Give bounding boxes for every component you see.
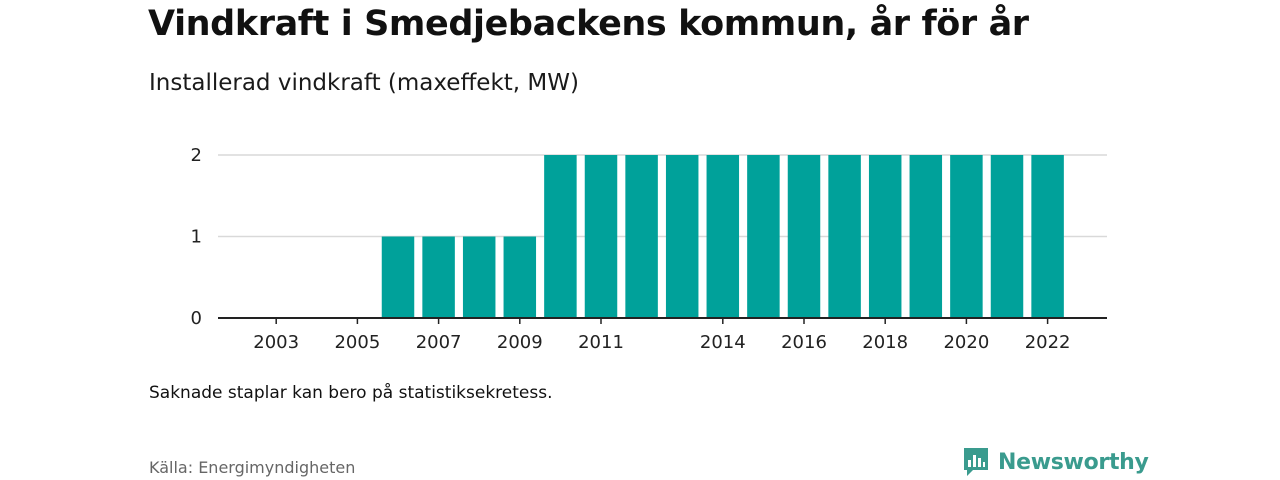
x-tick-label: 2011 [578,332,624,353]
x-tick-label: 2020 [943,332,989,353]
x-tick-label: 2009 [497,332,543,353]
bars [381,155,1064,318]
bar-2015 [747,155,780,318]
source-text: Källa: Energimyndigheten [149,458,356,477]
x-tick-label: 2018 [862,332,908,353]
bar-2008 [462,236,496,318]
y-tick-label: 2 [191,145,202,166]
x-tick-label: 2007 [416,332,462,353]
bar-2021 [990,155,1024,318]
chart-subtitle: Installerad vindkraft (maxeffekt, MW) [149,70,579,96]
bar-2020 [950,155,983,318]
y-tick-label: 1 [191,227,202,248]
bar-2022 [1031,155,1064,318]
bar-2010 [544,155,577,318]
bar-chart: 0 1 2 2003 2005 2007 2009 2011 2014 2016 2018 2020 2… [191,145,1107,353]
bar-2009 [503,236,537,318]
bar-2011 [584,155,618,318]
brand-name: Newsworthy [998,449,1149,475]
bar-2019 [909,155,943,318]
x-tick-label: 2014 [700,332,746,353]
x-tick-label: 2005 [334,332,380,353]
chart-title: Vindkraft i Smedjebackens kommun, år för… [148,4,1029,44]
bar-2007 [422,236,455,318]
bar-2013 [665,155,699,318]
x-tick-label: 2022 [1025,332,1071,353]
axes: 0 1 2 2003 2005 2007 2009 2011 2014 2016 2018 2020 2… [191,145,1107,353]
bar-2017 [828,155,861,318]
footnote: Saknade staplar kan bero på statistiksek… [149,383,553,403]
bar-2018 [868,155,902,318]
bar-2014 [706,155,740,318]
x-tick-label: 2003 [253,332,299,353]
brand-logo[interactable]: Newsworthy [962,446,1149,478]
bar-2012 [625,155,658,318]
x-tick-label: 2016 [781,332,827,353]
bar-2006 [381,236,415,318]
newsworthy-bar-chart-logo-icon [964,448,988,476]
y-tick-label: 0 [191,308,202,329]
bar-2016 [787,155,821,318]
